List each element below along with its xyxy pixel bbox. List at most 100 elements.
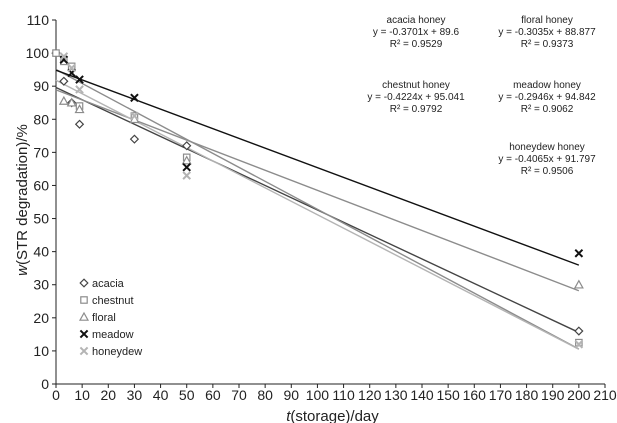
y-tick-label: 100 — [26, 45, 50, 61]
data-point-acacia — [74, 119, 85, 129]
y-axis-title-italic: w — [14, 264, 31, 276]
x-tick-label: 180 — [515, 387, 539, 403]
data-point-honeydew — [574, 339, 584, 349]
x-tick-label: 80 — [257, 387, 273, 403]
legend-item-acacia: acacia — [79, 278, 125, 290]
data-point-meadow — [59, 55, 69, 65]
axes — [55, 20, 605, 385]
y-ticks: 0 10 20 30 40 50 60 70 80 90 100 110 — [26, 12, 56, 392]
data-point-honeydew — [182, 171, 192, 180]
data-point-meadow — [574, 248, 584, 258]
data-point-honeydew — [75, 85, 84, 94]
x-tick-label: 210 — [593, 387, 617, 403]
annotation-r2: R² = 0.9506 — [521, 166, 574, 177]
data-point-floral — [58, 95, 69, 105]
trendline-meadow — [55, 69, 580, 266]
data-points — [51, 48, 584, 349]
data-point-floral — [573, 279, 584, 289]
annotation-r2: R² = 0.9062 — [521, 104, 574, 115]
x-tick-label: 170 — [489, 387, 513, 403]
y-tick-label: 80 — [33, 111, 49, 127]
x-tick-label: 20 — [100, 387, 116, 403]
data-point-chestnut — [60, 57, 68, 66]
legend-item-chestnut: chestnut — [80, 295, 134, 307]
legend-item-floral: floral — [78, 311, 116, 324]
y-axis-title-rest: (STR degradation)/% — [14, 124, 31, 265]
y-tick-label: 40 — [33, 244, 49, 260]
annotation-equation: y = -0.4065x + 91.797 — [498, 154, 596, 165]
legend-label: honeydew — [92, 346, 142, 358]
y-tick-label: 70 — [33, 144, 49, 160]
legend-item-honeydew: honeydew — [79, 346, 142, 358]
legend-item-meadow: meadow — [79, 329, 134, 341]
y-tick-label: 60 — [33, 177, 49, 193]
data-point-floral — [74, 104, 85, 114]
data-point-acacia — [59, 76, 69, 86]
x-axis-title-italic: t — [286, 408, 291, 423]
x-tick-label: 100 — [306, 387, 330, 403]
x-tick-label: 130 — [384, 387, 408, 403]
annotation-equation: y = -0.3701x + 89.6 — [373, 27, 460, 38]
x-tick-label: 0 — [52, 387, 60, 403]
x-tick-label: 150 — [436, 387, 460, 403]
data-point-acacia — [574, 326, 584, 336]
x-axis-title-rest: (storage)/day — [290, 408, 379, 423]
legend-marker-floral — [78, 311, 90, 321]
trendlines — [55, 68, 580, 350]
annotation-title: meadow honey — [513, 80, 581, 91]
y-tick-label: 90 — [33, 78, 49, 94]
x-axis-title: t(storage)/day — [286, 408, 379, 423]
y-axis-title: w(STR degradation)/% — [14, 124, 31, 276]
legend: acacia chestnut floral meadow honeydew — [78, 278, 142, 358]
x-tick-label: 190 — [541, 387, 565, 403]
data-point-floral — [66, 97, 77, 107]
legend-label: acacia — [92, 278, 125, 290]
legend-marker-meadow — [79, 329, 89, 339]
trendline-chestnut — [55, 68, 580, 350]
legend-marker-acacia — [79, 278, 89, 288]
data-point-chestnut — [67, 62, 76, 71]
legend-label: chestnut — [92, 295, 134, 307]
x-tick-label: 200 — [567, 387, 591, 403]
y-tick-label: 30 — [33, 277, 49, 293]
x-tick-label: 110 — [332, 387, 355, 403]
annotation-title: floral honey — [521, 15, 573, 26]
legend-label: meadow — [92, 329, 134, 341]
data-point-floral — [181, 155, 192, 165]
x-tick-label: 40 — [153, 387, 169, 403]
annotation-equation: y = -0.4224x + 95.041 — [367, 92, 465, 103]
data-point-meadow — [182, 162, 192, 172]
data-point-acacia — [129, 134, 140, 144]
data-point-meadow — [130, 93, 139, 103]
y-tick-label: 20 — [33, 310, 49, 326]
y-tick-label: 10 — [33, 343, 49, 359]
legend-marker-chestnut — [80, 296, 88, 304]
data-point-honeydew — [130, 111, 139, 121]
x-tick-label: 140 — [410, 387, 434, 403]
legend-label: floral — [92, 312, 116, 324]
annotation-title: chestnut honey — [382, 80, 450, 91]
annotation-r2: R² = 0.9529 — [390, 39, 443, 50]
data-point-chestnut — [52, 49, 60, 57]
y-tick-label: 110 — [27, 12, 50, 28]
x-tick-label: 10 — [74, 387, 90, 403]
annotation-title: honeydew honey — [509, 142, 585, 153]
x-tick-label: 70 — [231, 387, 247, 403]
data-point-chestnut — [575, 338, 583, 347]
x-tick-label: 160 — [463, 387, 487, 403]
data-point-honeydew — [67, 63, 76, 73]
data-point-meadow — [75, 75, 84, 84]
x-tick-label: 90 — [283, 387, 299, 403]
annotation-equation: y = -0.3035x + 88.877 — [498, 27, 596, 38]
x-tick-label: 60 — [205, 387, 221, 403]
annotation-equation: y = -0.2946x + 94.842 — [498, 92, 596, 103]
x-tick-label: 30 — [127, 387, 143, 403]
annotation-r2: R² = 0.9792 — [390, 104, 443, 115]
annotation-title: acacia honey — [387, 15, 446, 26]
